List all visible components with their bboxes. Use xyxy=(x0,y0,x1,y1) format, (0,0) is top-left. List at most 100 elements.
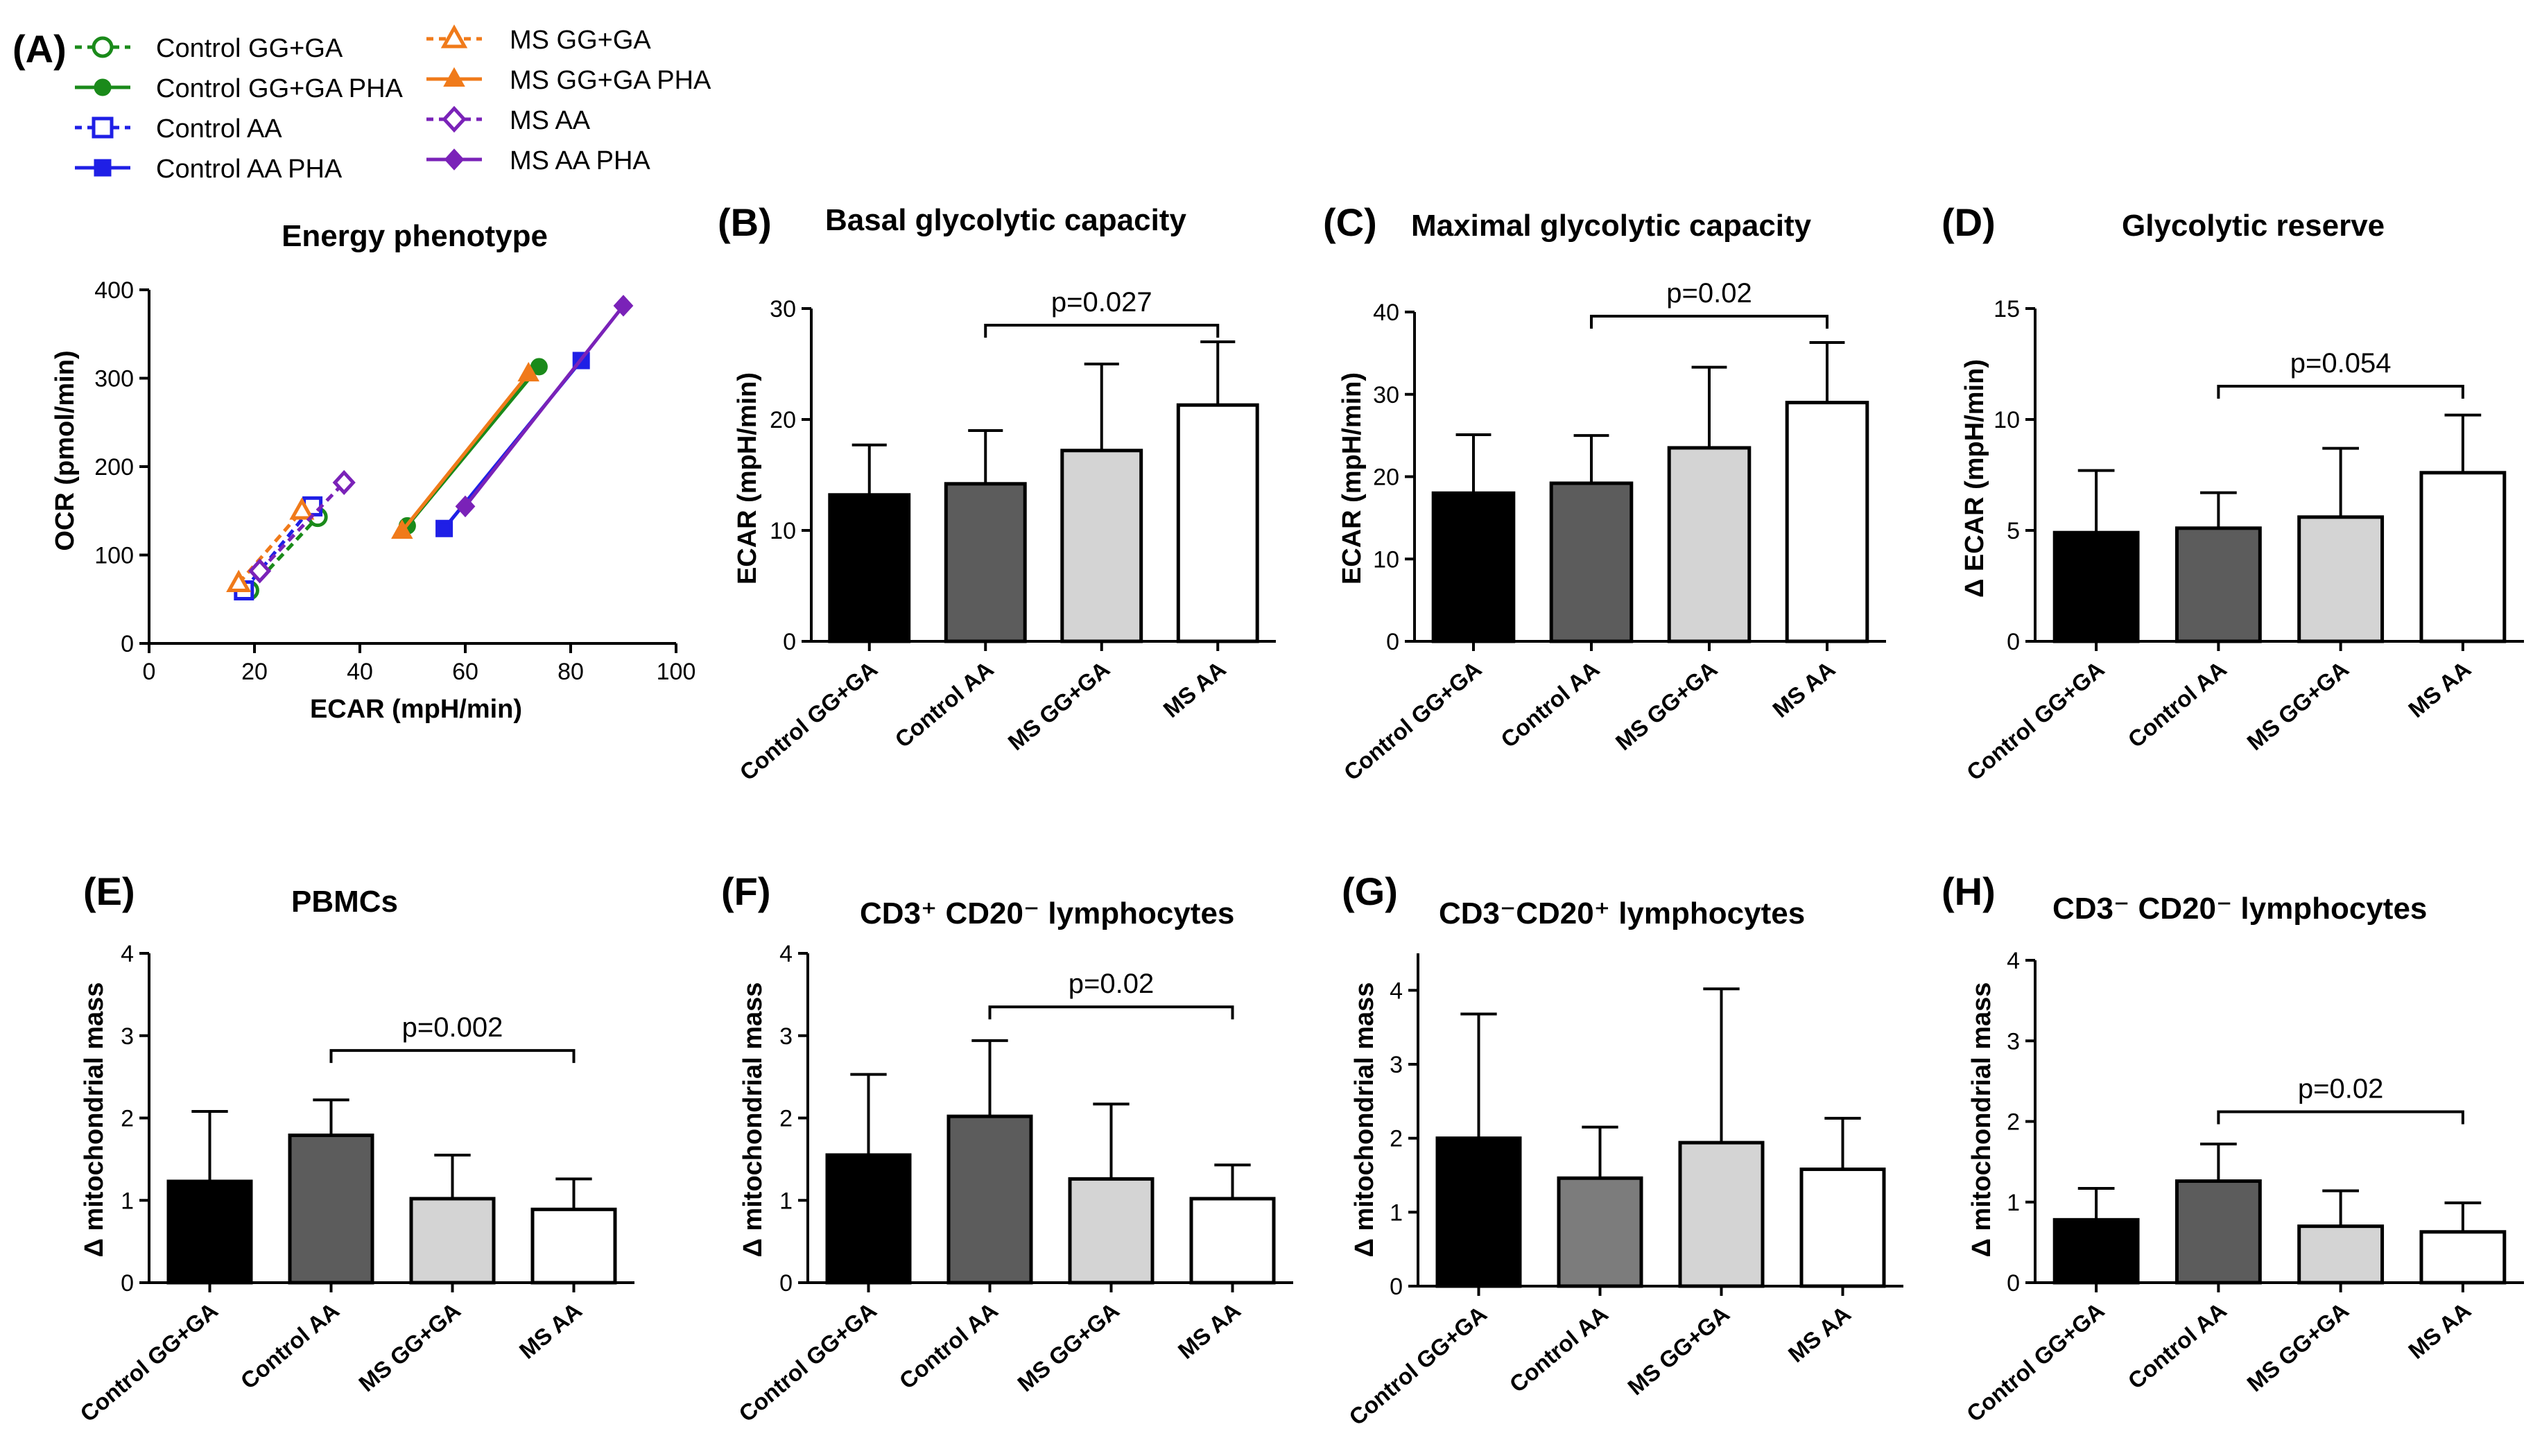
y-tick-label: 30 xyxy=(770,296,796,322)
y-tick-label: 2 xyxy=(121,1106,134,1132)
y-axis-label: Δ mitochondrial mass xyxy=(80,982,109,1258)
y-tick-label: 2 xyxy=(2007,1109,2020,1136)
panel-label-e: (E) xyxy=(83,869,135,913)
circle-marker xyxy=(92,36,114,58)
diamond-marker xyxy=(613,295,634,317)
triangle-marker xyxy=(391,519,413,539)
bar xyxy=(1667,446,1752,643)
bar xyxy=(825,1153,912,1285)
bar xyxy=(166,1179,253,1285)
y-tick-label: 2 xyxy=(1390,1126,1403,1152)
panel-label-d: (D) xyxy=(1942,200,1996,244)
y-tick-label: 4 xyxy=(779,941,793,967)
y-tick-label: 30 xyxy=(1373,382,1399,408)
y-tick-label: 3 xyxy=(2007,1028,2020,1055)
category-label: Control AA xyxy=(894,1297,1003,1394)
bar xyxy=(2174,526,2262,643)
square-marker xyxy=(94,159,112,177)
y-tick-label: 200 xyxy=(94,454,134,480)
x-tick-label: 40 xyxy=(347,659,373,685)
category-label: Control GG+GA xyxy=(734,1297,881,1427)
y-tick-label: 2 xyxy=(779,1106,793,1132)
y-tick-label: 1 xyxy=(2007,1190,2020,1216)
p-value-label: p=0.02 xyxy=(1069,969,1154,999)
triangle-marker xyxy=(443,67,465,87)
p-value-label: p=0.054 xyxy=(2290,348,2392,379)
category-label: MS GG+GA xyxy=(2242,1297,2353,1396)
significance-bracket xyxy=(2217,385,2464,399)
y-tick-label: 0 xyxy=(779,1270,793,1297)
bar-chart-area: 0 1 2 3 4 Control GG+GA Control AA MS GG+GA MS A… xyxy=(734,941,1293,1427)
legend-label: MS AA PHA xyxy=(510,146,650,175)
bar-chart-area: 0 1 2 3 4 Control GG+GA Control AA MS GG+GA MS A… xyxy=(1344,953,1903,1430)
p-value-label: p=0.027 xyxy=(1051,287,1152,318)
significance-bracket xyxy=(1590,314,1828,329)
bar xyxy=(828,493,911,643)
y-tick-label: 0 xyxy=(1390,1274,1403,1300)
panel-label-a: (A) xyxy=(12,27,67,71)
bar xyxy=(530,1207,617,1285)
bar xyxy=(2052,530,2140,643)
y-tick-label: 3 xyxy=(1390,1052,1403,1078)
bar xyxy=(1557,1176,1643,1288)
bar-chart-area: 0 1 2 3 4 Control GG+GA Control AA MS GG+GA MS A… xyxy=(1962,948,2524,1427)
scatter-plot-area: 0 100 200 300 400 0 20 40 60 80 100 xyxy=(94,277,695,685)
y-tick-label: 0 xyxy=(783,629,796,655)
category-label: Control AA xyxy=(2123,656,2231,752)
category-label: MS AA xyxy=(2403,656,2475,722)
x-tick-label: 60 xyxy=(452,659,478,685)
chart-title: CD3⁻CD20⁺ lymphocytes xyxy=(1439,896,1805,930)
chart-title: CD3⁺ CD20⁻ lymphocytes xyxy=(860,896,1234,930)
y-tick-label: 4 xyxy=(1390,978,1403,1004)
y-tick-label: 1 xyxy=(1390,1199,1403,1226)
y-tick-label: 10 xyxy=(1994,407,2020,433)
bar-chart-area: 0 5 10 15 Control GG+GA Control AA MS GG+GA MS … xyxy=(1962,296,2524,786)
bar xyxy=(1785,401,1869,643)
chart-title: Energy phenotype xyxy=(282,219,548,253)
y-tick-label: 20 xyxy=(770,407,796,433)
bar xyxy=(2052,1217,2140,1285)
bar xyxy=(409,1197,496,1285)
p-value-label: p=0.02 xyxy=(1666,278,1752,309)
y-axis-label: Δ mitochondrial mass xyxy=(1967,982,1996,1258)
category-label: MS GG+GA xyxy=(1012,1297,1124,1396)
bar xyxy=(1068,1177,1155,1285)
series-line xyxy=(400,372,530,532)
bar xyxy=(1176,403,1259,643)
y-axis-label: Δ mitochondrial mass xyxy=(1350,982,1379,1258)
category-label: MS AA xyxy=(1783,1301,1856,1367)
bar xyxy=(1431,491,1516,643)
category-label: Control GG+GA xyxy=(1339,656,1487,786)
y-tick-label: 4 xyxy=(2007,948,2020,974)
panel-label-b: (B) xyxy=(718,200,772,244)
bar-chart-area: 0 10 20 30 40 Control GG+GA Control AA MS GG+GA… xyxy=(1339,278,1886,786)
bar xyxy=(1435,1136,1522,1288)
y-axis-label: Δ mitochondrial mass xyxy=(738,982,768,1258)
diamond-marker xyxy=(442,105,467,133)
y-tick-label: 1 xyxy=(779,1188,793,1214)
category-label: MS GG+GA xyxy=(1611,656,1722,755)
series-line xyxy=(237,510,304,584)
panel-label-h: (H) xyxy=(1942,869,1996,913)
x-tick-label: 100 xyxy=(657,659,696,685)
significance-bracket xyxy=(329,1049,576,1064)
bar xyxy=(2297,1224,2385,1285)
category-label: Control GG+GA xyxy=(735,656,883,786)
category-label: Control GG+GA xyxy=(1344,1301,1492,1430)
panel-label-c: (C) xyxy=(1323,200,1377,244)
category-label: Control AA xyxy=(1505,1301,1613,1397)
legend-label: Control AA xyxy=(156,114,282,144)
bar xyxy=(2297,515,2385,643)
chart-title: CD3⁻ CD20⁻ lymphocytes xyxy=(2052,892,2427,926)
panel-label-f: (F) xyxy=(721,869,771,913)
bar xyxy=(2174,1179,2262,1285)
y-tick-label: 40 xyxy=(1373,300,1399,326)
category-label: Control GG+GA xyxy=(75,1297,223,1427)
y-tick-label: 3 xyxy=(121,1023,134,1050)
y-axis-label: Δ ECAR (mpH/min) xyxy=(1960,359,1989,598)
bar xyxy=(1549,481,1634,643)
bar xyxy=(1799,1167,1886,1288)
category-label: Control AA xyxy=(2123,1297,2231,1394)
category-label: MS AA xyxy=(1767,656,1840,722)
category-label: Control AA xyxy=(236,1297,344,1394)
